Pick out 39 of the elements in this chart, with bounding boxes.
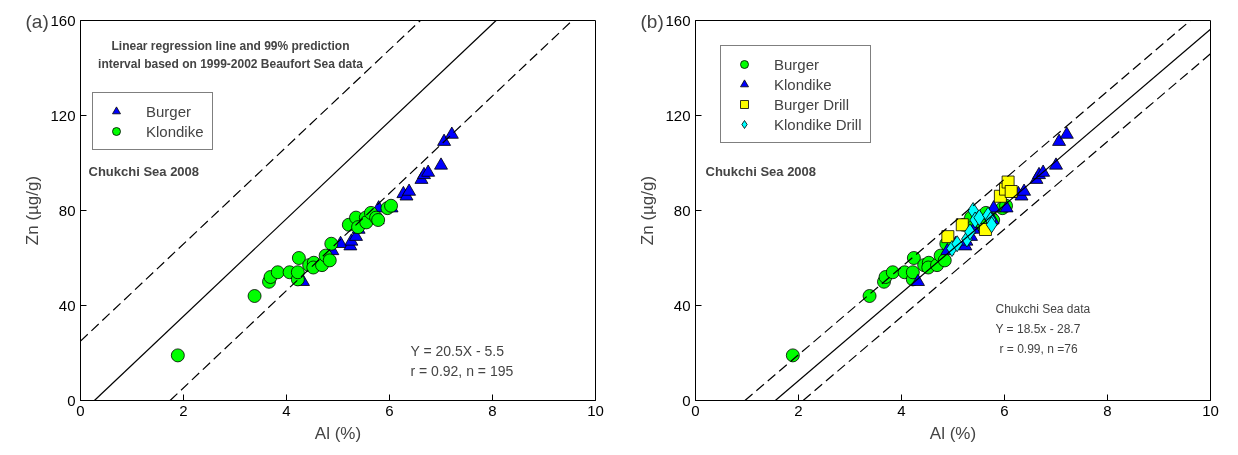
x-tick-label: 4 [897,401,906,419]
x-tick-label: 8 [488,401,497,419]
x-tick-label: 4 [282,401,291,419]
x-axis-title: Al (%) [314,423,362,443]
annotation: interval based on 1999-2002 Beaufort Sea data [98,56,364,71]
y-tick-label: 40 [673,296,691,314]
x-axis-title: Al (%) [929,423,977,443]
text: (a) [25,10,49,32]
y-tick-label: 80 [673,201,691,219]
x-tick-label: 8 [1103,401,1112,419]
y-tick-label: 160 [665,11,691,29]
y-tick-label: 120 [665,106,691,124]
annotation: Chukchi Sea 2008 [705,163,817,179]
legend-label: Burger Drill [774,95,850,113]
legend-label: Burger [774,55,820,73]
y-axis-title: Zn (µg/g) [638,175,658,246]
y-tick-label: 80 [58,201,76,219]
y-axis-title: Zn (µg/g) [23,175,43,246]
text: (b) [640,10,664,32]
x-tick-label: 10 [587,401,604,419]
legend-label: Klondike [774,75,832,93]
annotation: Linear regression line and 99% prediction [111,38,350,53]
legend-label: Klondike Drill [774,115,862,133]
annotation: Chukchi Sea data [995,301,1091,316]
annotation: Y = 20.5X - 5.5 [410,342,505,359]
annotation: r = 0.92, n = 195 [410,362,514,379]
y-tick-label: 40 [58,296,76,314]
x-tick-label: 2 [794,401,803,419]
x-tick-label: 6 [385,401,394,419]
legend-label: Klondike [146,122,204,140]
annotation: Chukchi Sea 2008 [88,163,200,179]
annotation: r = 0.99, n =76 [999,341,1078,356]
y-tick-label: 120 [50,106,76,124]
annotation: Y = 18.5x - 28.7 [995,321,1081,336]
x-tick-label: 6 [1000,401,1009,419]
y-tick-label: 160 [50,11,76,29]
x-tick-label: 2 [179,401,188,419]
x-tick-label: 10 [1202,401,1219,419]
legend-label: Burger [146,102,192,120]
